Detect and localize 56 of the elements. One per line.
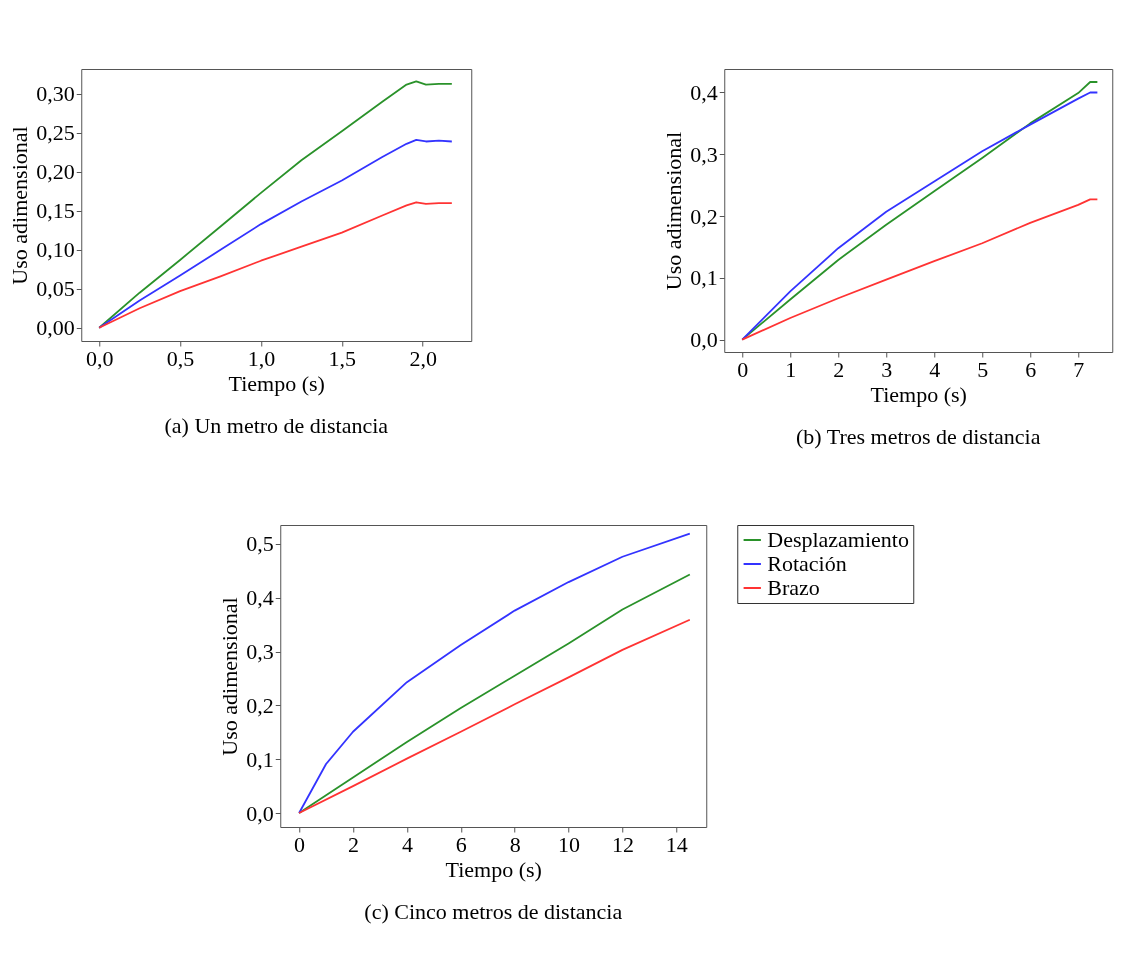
y-axis-title: Uso adimensional	[661, 131, 687, 291]
y-tick-label: 0,4	[690, 79, 718, 105]
legend-label: Rotación	[767, 551, 847, 576]
x-tick-label: 5	[977, 356, 989, 382]
x-tick-label: 7	[1073, 356, 1085, 382]
x-tick-label: 14	[665, 831, 688, 857]
x-tick-label: 8	[509, 831, 521, 857]
x-tick-label: 0	[737, 356, 749, 382]
x-tick-label: 4	[929, 356, 941, 382]
x-tick-label: 12	[611, 831, 634, 857]
y-axis-title: Uso adimensional	[7, 126, 33, 285]
y-tick-label: 0,5	[246, 531, 274, 557]
y-tick-label: 0,05	[36, 276, 75, 302]
line-series	[98, 80, 453, 329]
x-axis-title: Tiempo (s)	[870, 381, 967, 407]
x-axis-title: Tiempo (s)	[445, 856, 542, 882]
y-tick-label: 0,0	[690, 327, 718, 353]
y-tick-label: 0,0	[246, 800, 274, 826]
x-tick-label: 0,0	[85, 345, 114, 371]
x-tick-label: 2	[348, 831, 359, 857]
text: (b) Tres metros de distancia	[796, 424, 1041, 449]
line-series	[298, 618, 691, 814]
text: (c) Cinco metros de distancia	[364, 899, 623, 924]
line-series	[741, 198, 1099, 341]
y-tick-label: 0,30	[36, 81, 75, 107]
y-tick-label: 0,4	[246, 585, 274, 611]
legend-label: Desplazamiento	[767, 527, 909, 552]
x-tick-label: 2	[833, 356, 845, 382]
y-tick-label: 0,15	[36, 198, 75, 224]
y-tick-label: 0,1	[246, 746, 274, 772]
y-tick-label: 0,3	[246, 639, 274, 665]
y-tick-label: 0,2	[246, 692, 274, 718]
x-tick-label: 0,5	[166, 345, 195, 371]
y-tick-label: 0,1	[690, 265, 718, 291]
x-tick-label: 3	[881, 356, 893, 382]
x-tick-label: 0	[294, 831, 306, 857]
x-tick-label: 1,0	[247, 345, 276, 371]
y-tick-label: 0,25	[36, 120, 75, 146]
x-tick-label: 2,0	[409, 345, 437, 371]
x-tick-label: 10	[558, 831, 581, 857]
x-tick-label: 6	[1025, 356, 1037, 382]
y-tick-label: 0,20	[36, 159, 75, 185]
text: (a) Un metro de distancia	[164, 413, 389, 438]
x-tick-label: 1	[785, 356, 797, 382]
x-tick-label: 4	[401, 831, 413, 857]
x-axis-title: Tiempo (s)	[228, 370, 325, 396]
x-tick-label: 6	[455, 831, 467, 857]
y-axis-title: Uso adimensional	[217, 597, 243, 756]
y-tick-label: 0,10	[36, 237, 75, 263]
y-tick-label: 0,00	[36, 315, 75, 341]
y-tick-label: 0,3	[690, 141, 718, 167]
legend-label: Brazo	[767, 575, 820, 600]
x-tick-label: 1,5	[328, 345, 357, 371]
line-series	[98, 201, 453, 329]
y-tick-label: 0,2	[690, 203, 718, 229]
line-series	[98, 139, 453, 329]
